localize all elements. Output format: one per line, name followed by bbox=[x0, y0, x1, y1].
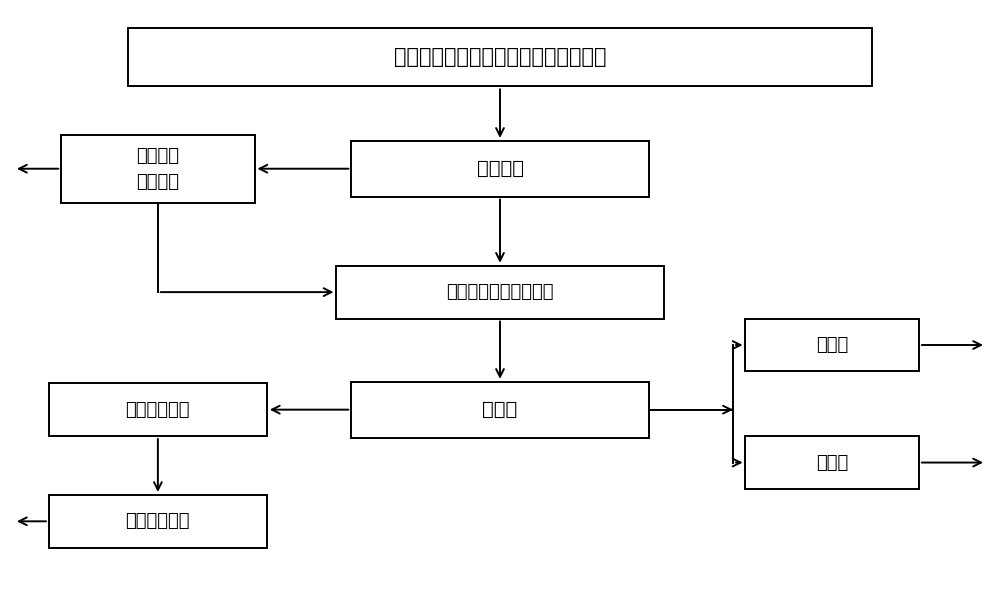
FancyBboxPatch shape bbox=[61, 135, 255, 203]
Text: 排渣机: 排渣机 bbox=[816, 336, 848, 354]
FancyBboxPatch shape bbox=[745, 319, 919, 371]
FancyBboxPatch shape bbox=[745, 436, 919, 489]
Text: 连铸机: 连铸机 bbox=[816, 454, 848, 471]
Text: 电镀污泥及含金属污泥、焚烧处置残渣: 电镀污泥及含金属污泥、焚烧处置残渣 bbox=[394, 47, 606, 67]
Text: 余热利用设备: 余热利用设备 bbox=[126, 401, 190, 418]
FancyBboxPatch shape bbox=[128, 27, 872, 86]
FancyBboxPatch shape bbox=[49, 495, 267, 548]
Text: 废气粉尘
处理设备: 废气粉尘 处理设备 bbox=[136, 147, 179, 191]
Text: 熔融炉: 熔融炉 bbox=[482, 400, 518, 419]
Text: 尾气处理设备: 尾气处理设备 bbox=[126, 513, 190, 530]
FancyBboxPatch shape bbox=[49, 383, 267, 436]
FancyBboxPatch shape bbox=[351, 382, 649, 437]
Text: 配料、混料、造粒设备: 配料、混料、造粒设备 bbox=[446, 283, 554, 301]
FancyBboxPatch shape bbox=[351, 141, 649, 197]
Text: 烘干设备: 烘干设备 bbox=[477, 159, 524, 178]
FancyBboxPatch shape bbox=[336, 266, 664, 319]
